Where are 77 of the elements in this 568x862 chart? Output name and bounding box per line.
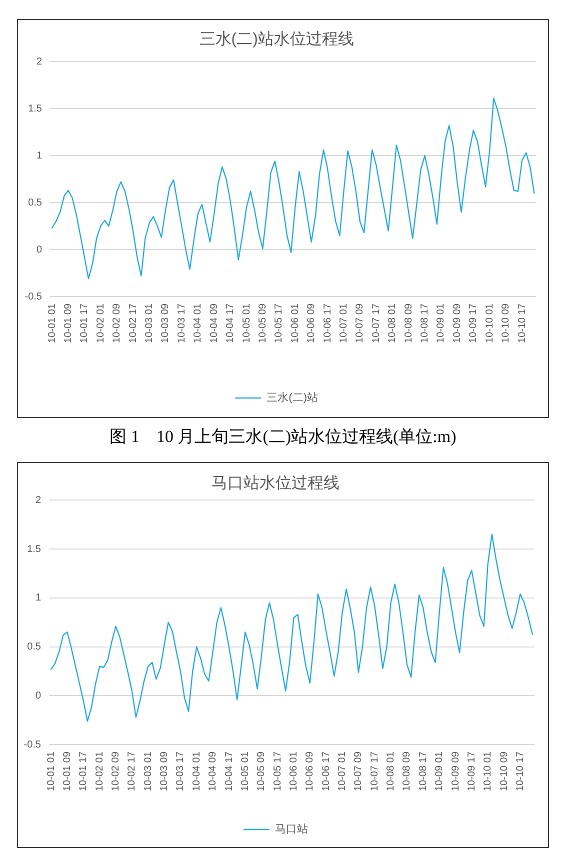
x-tick-label: 10-03 01 [142,751,154,792]
chart-title: 三水(二)站水位过程线 [199,30,354,48]
x-tick-label: 10-08 09 [402,751,413,792]
x-tick-label: 10-10 09 [498,751,510,792]
x-tick-label: 10-08 01 [387,303,398,343]
chart-title: 马口站水位过程线 [212,474,340,492]
x-tick-label: 10-02 09 [110,751,122,792]
x-tick-label: 10-09 09 [452,303,463,343]
x-tick-label: 10-07 09 [353,751,364,792]
x-tick-label: 10-01 01 [46,303,58,343]
x-tick-label: 10-08 09 [403,303,414,343]
x-tick-label: 10-10 01 [482,751,494,792]
y-tick-label: 1.5 [27,544,42,555]
x-tick-label: 10-03 09 [160,303,172,343]
y-tick-label: -0.5 [24,739,42,750]
x-tick-label: 10-06 17 [320,751,332,792]
x-tick-label: 10-10 17 [514,751,526,792]
x-tick-label: 10-04 01 [191,751,202,792]
legend-label: 三水(二)站 [266,391,318,404]
x-tick-label: 10-10 17 [516,303,528,343]
x-tick-label: 10-04 17 [224,751,235,792]
x-tick-label: 10-06 17 [322,303,334,343]
y-tick-label: 2 [36,56,42,68]
x-tick-label: 10-04 01 [192,303,204,343]
x-tick-label: 10-05 17 [272,751,284,792]
x-tick-label: 10-03 17 [176,303,188,343]
y-tick-label: -0.5 [24,291,42,302]
legend-label: 马口站 [274,822,308,836]
x-tick-label: 10-06 01 [290,303,301,343]
x-tick-label: 10-07 17 [369,751,380,792]
x-tick-label: 10-03 09 [159,751,170,792]
x-tick-label: 10-09 01 [434,751,446,792]
y-tick-label: 0 [35,690,42,702]
x-tick-label: 10-04 09 [208,751,219,792]
x-tick-label: 10-05 17 [274,303,285,343]
x-tick-label: 10-02 01 [95,303,106,343]
caption: 图 1 10 月上旬三水(二)站水位过程线(单位:m) [108,426,458,448]
x-tick-label: 10-08 01 [386,751,397,792]
x-tick-label: 10-01 17 [79,303,90,343]
x-tick-label: 10-04 09 [208,303,220,343]
x-tick-label: 10-05 09 [256,751,268,792]
x-tick-label: 10-08 17 [418,751,429,792]
y-tick-label: 1 [36,150,42,162]
x-tick-label: 10-05 09 [257,303,268,343]
y-tick-label: 0.5 [27,642,42,653]
x-tick-label: 10-05 01 [240,751,251,792]
x-tick-label: 10-09 09 [450,751,462,792]
x-tick-label: 10-02 01 [94,751,106,792]
x-tick-label: 10-09 01 [436,303,447,343]
y-tick-label: 2 [35,494,42,506]
y-tick-label: 0.5 [28,197,42,208]
x-tick-label: 10-06 09 [304,751,316,792]
y-tick-label: 0 [36,244,42,256]
x-tick-label: 10-01 01 [46,751,57,792]
x-tick-label: 10-02 09 [112,303,123,343]
x-tick-label: 10-09 17 [466,751,478,792]
x-tick-label: 10-01 09 [62,751,73,792]
x-tick-label: 10-01 09 [62,303,74,343]
x-tick-label: 10-02 17 [126,751,138,792]
x-tick-label: 10-06 09 [306,303,318,343]
x-tick-label: 10-07 01 [338,303,350,343]
x-tick-label: 10-03 01 [144,303,156,343]
x-tick-label: 10-07 09 [354,303,366,343]
x-tick-label: 10-03 17 [175,751,186,792]
x-tick-label: 10-10 01 [484,303,496,343]
y-tick-label: 1 [35,592,42,604]
x-tick-label: 10-07 01 [337,751,348,792]
x-tick-label: 10-05 01 [241,303,252,343]
x-tick-label: 10-07 17 [370,303,382,343]
y-tick-label: 1.5 [28,103,42,114]
x-tick-label: 10-10 09 [500,303,512,343]
x-tick-label: 10-08 17 [420,303,431,343]
x-tick-label: 10-02 17 [128,303,139,343]
x-tick-label: 10-09 17 [468,303,480,343]
x-tick-label: 10-01 17 [78,751,90,792]
x-tick-label: 10-06 01 [288,751,300,792]
x-tick-label: 10-04 17 [225,303,236,343]
